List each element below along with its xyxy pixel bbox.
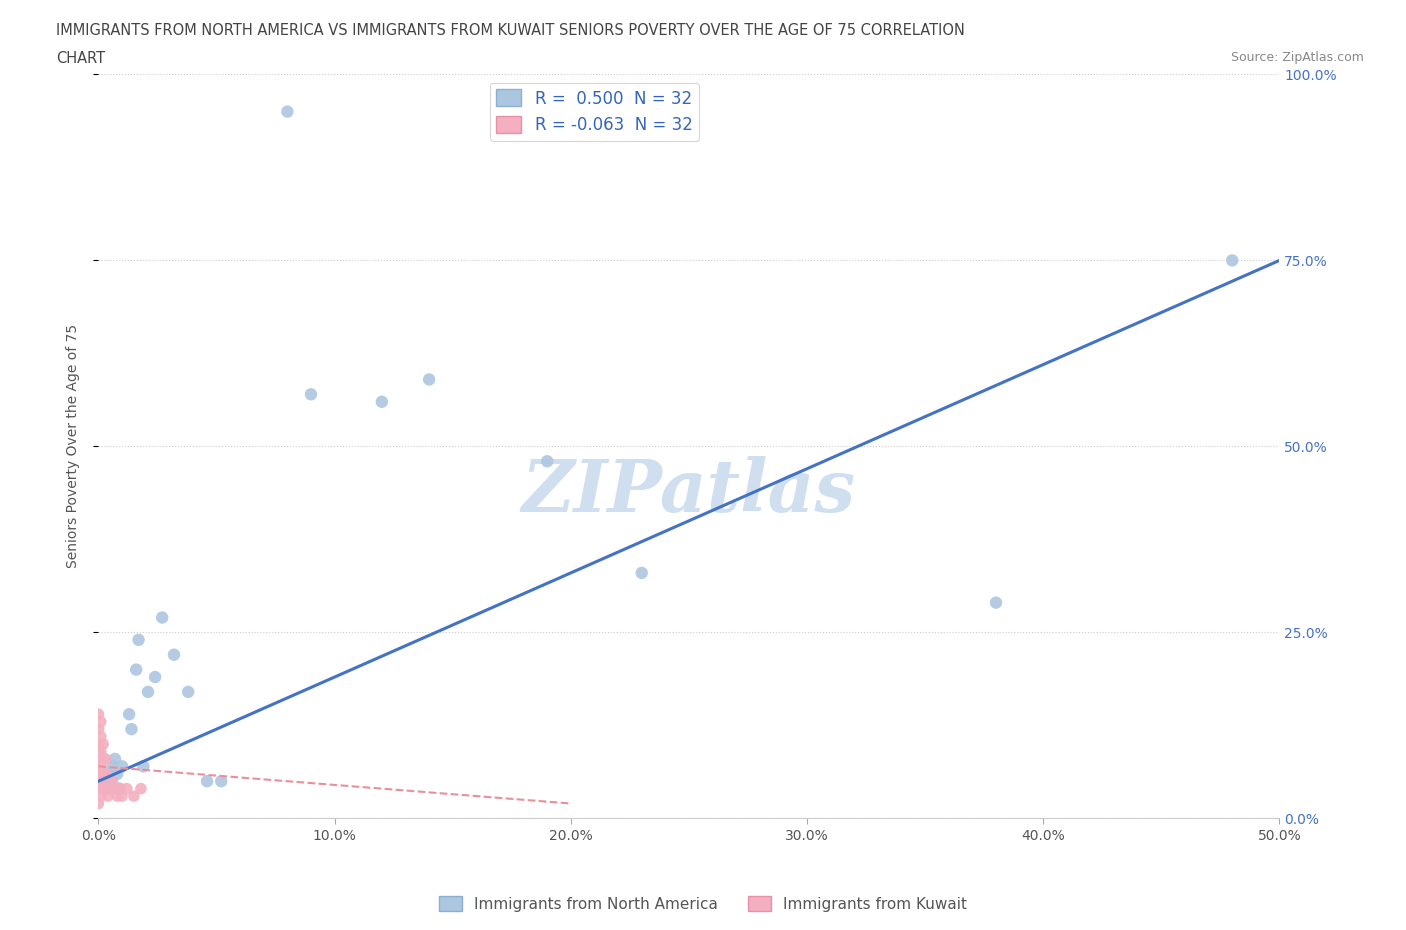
Legend: Immigrants from North America, Immigrants from Kuwait: Immigrants from North America, Immigrant… [433,889,973,918]
Point [91,781,114,796]
Point [101,781,124,796]
Text: Source: ZipAtlas.com: Source: ZipAtlas.com [1230,51,1364,64]
Point [94,781,117,796]
Point [371,394,394,409]
Text: IMMIGRANTS FROM NORTH AMERICA VS IMMIGRANTS FROM KUWAIT SENIORS POVERTY OVER THE: IMMIGRANTS FROM NORTH AMERICA VS IMMIGRA… [56,23,965,38]
Point [87,751,110,766]
Point [108,781,131,796]
Point [87,707,110,722]
Point [91,766,114,781]
Point [276,104,298,119]
Point [87,796,110,811]
Point [418,372,440,387]
Point [91,774,114,789]
Point [91,751,114,766]
Point [87,781,110,796]
Point [121,722,143,737]
Point [91,737,114,751]
Point [87,737,110,751]
Point [87,722,110,737]
Point [94,781,117,796]
Point [97,766,120,781]
Point [98,774,121,789]
Point [108,781,131,796]
Point [129,781,152,796]
Point [177,684,200,699]
Point [101,774,124,789]
Point [98,781,121,796]
Point [143,670,166,684]
Point [115,781,138,796]
Point [125,662,148,677]
Point [104,751,127,766]
Point [132,759,155,774]
Point [209,774,232,789]
Point [105,766,128,781]
Point [101,759,124,774]
Point [90,744,112,759]
Point [105,789,128,804]
Text: CHART: CHART [56,51,105,66]
Point [122,789,145,804]
Point [984,595,1007,610]
Point [118,707,141,722]
Text: ZIPatlas: ZIPatlas [522,456,856,526]
Point [87,766,110,781]
Point [150,610,173,625]
Point [1220,253,1243,268]
Point [87,774,110,789]
Point [94,766,117,781]
Legend: R =  0.500  N = 32, R = -0.063  N = 32: R = 0.500 N = 32, R = -0.063 N = 32 [489,83,699,140]
Point [90,714,112,729]
Point [90,729,112,744]
Y-axis label: Seniors Poverty Over the Age of 75: Seniors Poverty Over the Age of 75 [66,325,80,568]
Point [299,387,322,402]
Point [94,751,117,766]
Point [87,774,110,789]
Point [163,647,186,662]
Point [94,766,117,781]
Point [111,789,134,804]
Point [90,759,112,774]
Point [111,759,134,774]
Point [90,774,112,789]
Point [90,789,112,804]
Point [630,565,652,580]
Point [128,632,150,647]
Point [536,454,558,469]
Point [87,744,110,759]
Point [195,774,218,789]
Point [97,789,120,804]
Point [136,684,159,699]
Point [104,781,127,796]
